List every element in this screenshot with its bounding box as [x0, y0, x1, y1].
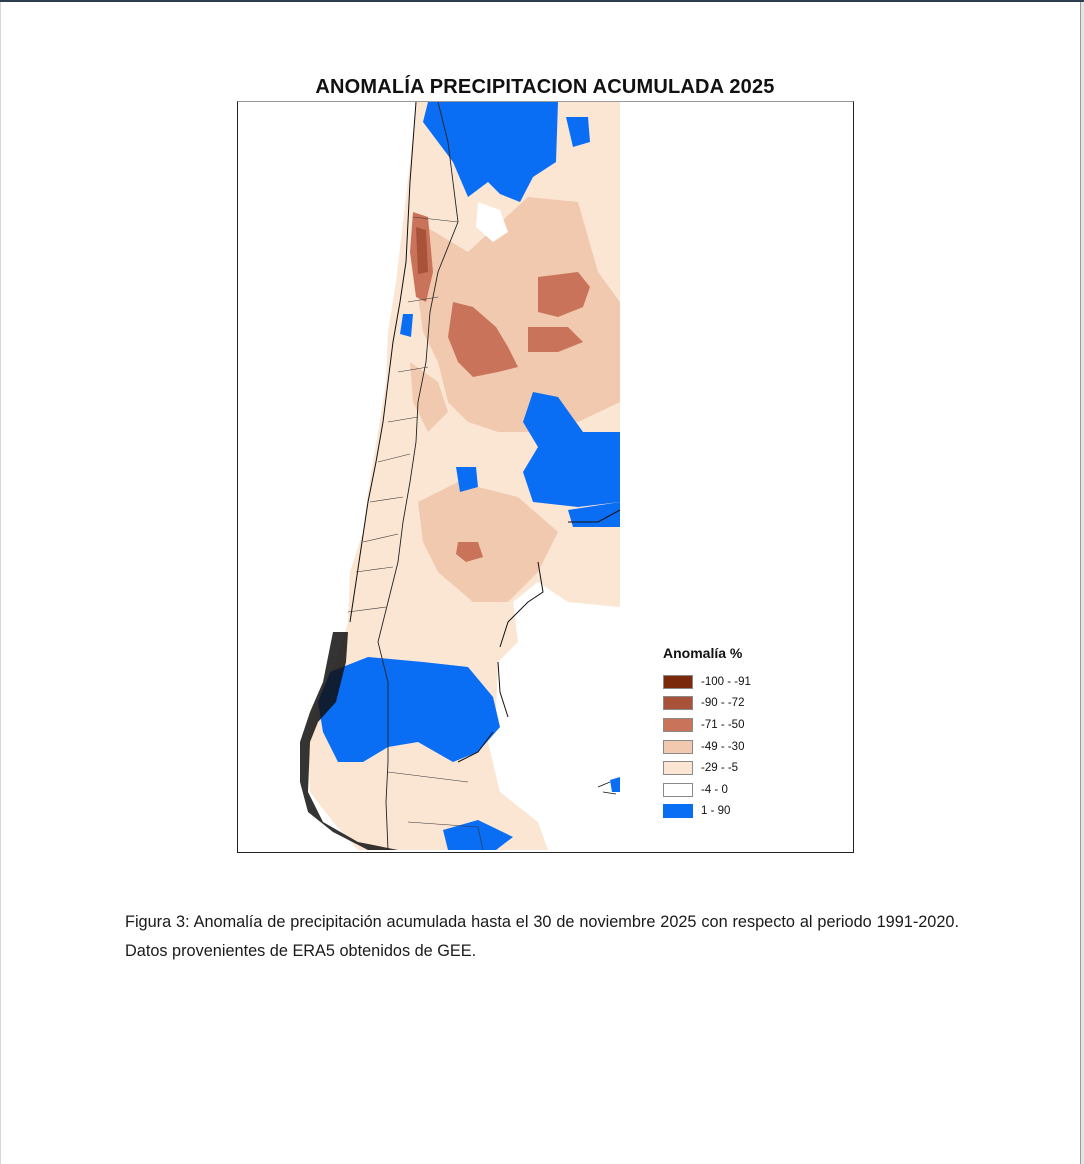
- legend-item: -49 - -30: [663, 736, 803, 758]
- precipitation-anomaly-map: [237, 101, 854, 853]
- legend-swatch: [663, 739, 693, 754]
- figure-title: ANOMALÍA PRECIPITACION ACUMULADA 2025: [315, 76, 775, 98]
- legend-item: 1 - 90: [663, 801, 803, 823]
- figure-caption: Figura 3: Anomalía de precipitación acum…: [125, 913, 959, 960]
- page-left-edge: [0, 2, 1, 1164]
- legend-item: -71 - -50: [663, 714, 803, 736]
- page-scrollbar-edge: [1080, 2, 1084, 1164]
- legend-swatch: [663, 696, 693, 711]
- map-legend: Anomalía % -100 - -91 -90 - -72 -71 - -5…: [663, 645, 803, 822]
- legend-label: -49 - -30: [701, 740, 745, 753]
- legend-swatch: [663, 782, 693, 797]
- map-graphic: [300, 102, 621, 851]
- legend-label: -4 - 0: [701, 783, 728, 796]
- window-top-border: [0, 0, 1084, 2]
- legend-title: Anomalía %: [663, 645, 743, 661]
- legend-label: -90 - -72: [701, 697, 745, 710]
- legend-swatch: [663, 761, 693, 776]
- legend-item: -29 - -5: [663, 757, 803, 779]
- legend-swatch: [663, 804, 693, 819]
- legend-item: -90 - -72: [663, 693, 803, 715]
- legend-label: -71 - -50: [701, 718, 745, 731]
- legend-item: -4 - 0: [663, 779, 803, 801]
- legend-item: -100 - -91: [663, 671, 803, 693]
- legend-swatch: [663, 717, 693, 732]
- legend-label: -100 - -91: [701, 675, 751, 688]
- legend-label: -29 - -5: [701, 762, 739, 775]
- legend-label: 1 - 90: [701, 805, 731, 818]
- legend-swatch: [663, 674, 693, 689]
